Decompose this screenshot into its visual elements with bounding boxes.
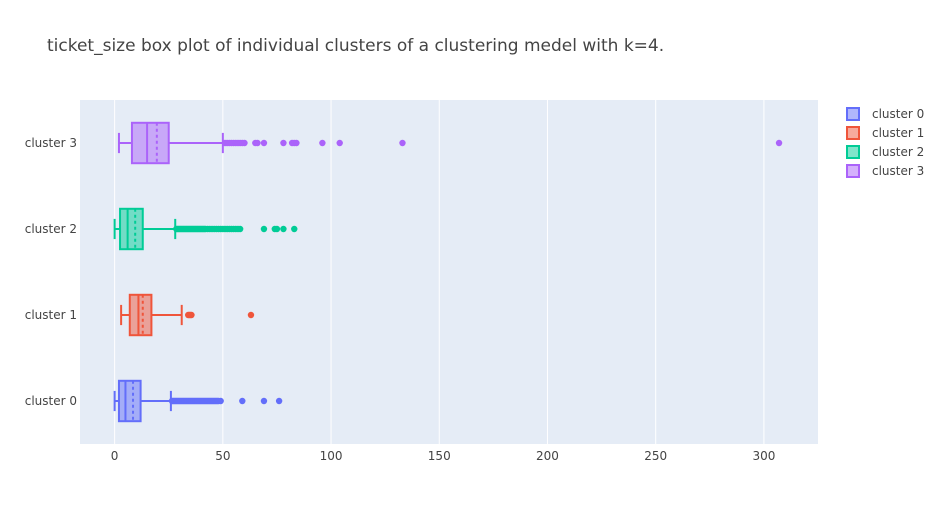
outlier-point — [399, 139, 406, 147]
y-tick-label: cluster 3 — [25, 136, 77, 150]
chart-title: ticket_size box plot of individual clust… — [47, 36, 664, 56]
outlier-point — [336, 139, 343, 147]
legend-label: cluster 1 — [872, 126, 924, 140]
x-tick-label: 50 — [215, 449, 230, 463]
legend-item-cluster-1: cluster 1 — [846, 126, 924, 140]
legend-swatch — [846, 145, 860, 159]
outlier-point — [239, 397, 246, 405]
plot-area — [80, 100, 818, 444]
iqr-box — [119, 207, 144, 251]
legend-swatch — [846, 164, 860, 178]
outlier-point — [260, 139, 268, 147]
outlier-point — [236, 225, 244, 233]
legend-label: cluster 2 — [872, 145, 924, 159]
outlier-point — [291, 225, 298, 233]
legend: cluster 0 cluster 1 cluster 2 cluster 3 — [846, 107, 924, 178]
legend-item-cluster-2: cluster 2 — [846, 145, 924, 159]
y-tick-label: cluster 0 — [25, 394, 77, 408]
x-tick-label: 150 — [428, 449, 451, 463]
boxes — [113, 121, 783, 423]
outlier-point — [254, 139, 261, 147]
outlier-point — [275, 397, 283, 405]
outlier-point — [293, 139, 300, 147]
x-tick-label: 250 — [644, 449, 667, 463]
legend-item-cluster-0: cluster 0 — [846, 107, 924, 121]
outlier-point — [319, 139, 326, 147]
x-tick-label: 0 — [111, 449, 119, 463]
legend-item-cluster-3: cluster 3 — [846, 164, 924, 178]
legend-swatch — [846, 107, 860, 121]
outlier-point — [280, 225, 287, 233]
y-tick-label: cluster 2 — [25, 222, 77, 236]
x-axis: 0 50 100 150 200 250 300 — [111, 449, 776, 463]
outlier-point — [188, 311, 195, 319]
y-axis: cluster 0 cluster 1 cluster 2 cluster 3 — [25, 136, 77, 408]
box-cluster-1 — [120, 293, 255, 337]
box-cluster-3 — [117, 121, 783, 165]
box-cluster-0 — [113, 379, 283, 423]
box-cluster-2 — [113, 207, 298, 251]
outlier-point — [217, 397, 224, 405]
iqr-box — [128, 293, 153, 337]
outlier-point — [247, 311, 255, 319]
iqr-box — [117, 379, 142, 423]
outlier-point — [260, 225, 268, 233]
legend-swatch — [846, 126, 860, 140]
x-tick-label: 300 — [752, 449, 775, 463]
outlier-point — [260, 397, 268, 405]
y-tick-label: cluster 1 — [25, 308, 77, 322]
x-tick-label: 200 — [536, 449, 559, 463]
iqr-box — [130, 121, 170, 165]
outlier-point — [241, 139, 248, 147]
x-tick-label: 100 — [320, 449, 343, 463]
outlier-point — [775, 139, 783, 147]
grid-lines — [114, 100, 765, 444]
outlier-point — [280, 139, 287, 147]
outlier-point — [273, 225, 281, 233]
legend-label: cluster 0 — [872, 107, 924, 121]
legend-label: cluster 3 — [872, 164, 924, 178]
